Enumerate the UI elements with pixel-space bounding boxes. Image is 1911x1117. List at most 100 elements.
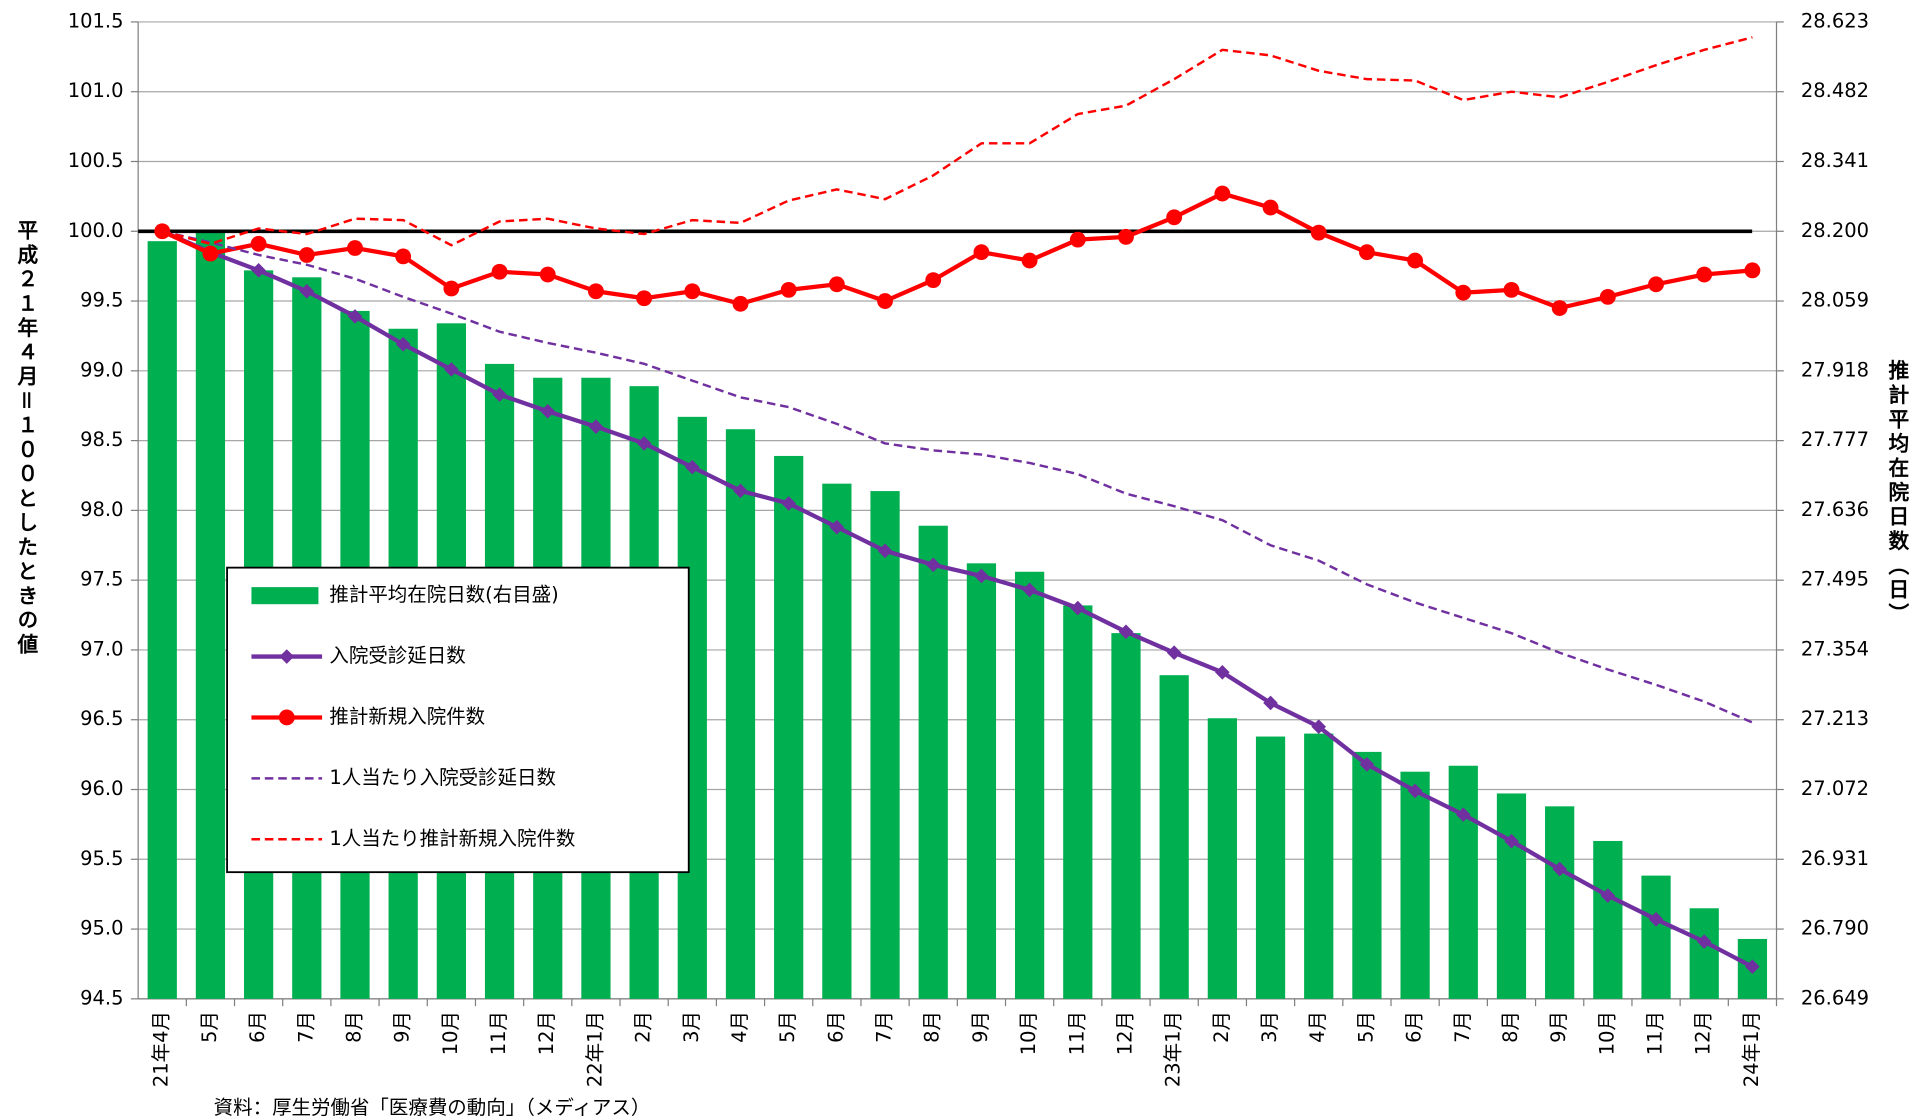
bar — [1159, 675, 1189, 999]
marker — [973, 244, 990, 261]
marker — [1599, 288, 1616, 305]
bar — [1641, 875, 1671, 999]
y-tick-label: 101.5 — [68, 9, 124, 32]
marker — [1407, 783, 1423, 799]
marker — [395, 337, 411, 352]
y-tick-label: 99.5 — [80, 289, 123, 312]
y2-tick-label: 26.790 — [1801, 917, 1869, 940]
line — [161, 230, 1753, 724]
x-tick-label: 6月 — [1403, 1011, 1426, 1043]
x-tick-label: 10月 — [439, 1011, 462, 1055]
marker — [636, 436, 652, 451]
x-tick-label: 2月 — [1210, 1011, 1233, 1043]
marker — [395, 248, 412, 265]
y-tick-label: 99.0 — [80, 358, 123, 381]
marker — [1311, 719, 1327, 735]
bar — [1207, 718, 1237, 999]
y2-tick-label: 28.341 — [1801, 149, 1869, 172]
y2-tick-label: 27.495 — [1801, 568, 1869, 591]
y-tick-label: 101.0 — [68, 79, 124, 102]
marker — [1021, 252, 1038, 269]
y2-tick-label: 28.200 — [1801, 219, 1869, 242]
marker — [1263, 695, 1278, 711]
line — [161, 229, 1754, 969]
legend-label: 推計新規入院件数 — [329, 705, 485, 728]
x-tick-label: 8月 — [1499, 1011, 1522, 1043]
x-tick-label: 10月 — [1017, 1011, 1040, 1055]
y-tick-label: 94.5 — [80, 986, 123, 1009]
y2-tick-label: 27.918 — [1801, 358, 1869, 381]
bar — [1448, 765, 1478, 999]
y-tick-label: 96.0 — [80, 777, 123, 800]
marker — [202, 245, 219, 262]
marker — [1696, 934, 1712, 949]
marker — [684, 283, 701, 300]
x-tick-label: 7月 — [873, 1011, 896, 1043]
bar — [966, 563, 997, 999]
marker — [636, 290, 653, 307]
marker — [780, 281, 797, 298]
marker — [1600, 888, 1616, 903]
y-tick-label: 97.0 — [80, 637, 123, 660]
marker — [1262, 199, 1279, 216]
x-tick-label: 5月 — [198, 1011, 221, 1043]
marker — [588, 283, 604, 300]
legend-marker — [279, 649, 295, 664]
y-tick-label: 97.5 — [80, 568, 123, 591]
marker — [1359, 757, 1375, 772]
marker — [1022, 582, 1037, 598]
x-tick-label: 9月 — [391, 1011, 414, 1043]
marker — [1455, 284, 1472, 301]
y2-tick-label: 26.649 — [1801, 986, 1869, 1009]
marker — [539, 266, 556, 283]
x-tick-label: 11月 — [487, 1011, 510, 1055]
bar — [1014, 571, 1045, 999]
x-tick-label: 3月 — [680, 1011, 703, 1043]
x-tick-label: 8月 — [342, 1011, 365, 1043]
x-tick-label: 7月 — [294, 1011, 317, 1043]
y2-tick-label: 27.636 — [1801, 498, 1869, 521]
bar — [1255, 736, 1286, 999]
x-tick-label: 4月 — [1306, 1011, 1329, 1043]
bar — [1063, 605, 1093, 999]
marker — [1215, 664, 1230, 680]
bar — [822, 483, 852, 999]
bar — [870, 491, 900, 999]
marker — [925, 272, 942, 289]
x-tick-label: 6月 — [246, 1011, 269, 1043]
x-tick-label: 11月 — [1644, 1011, 1667, 1055]
y2-tick-label: 27.354 — [1801, 637, 1869, 660]
marker — [443, 280, 460, 297]
legend-swatch — [251, 587, 319, 605]
line — [161, 191, 1753, 311]
x-tick-label: 24年1月 — [1740, 1011, 1763, 1087]
marker — [1503, 281, 1520, 298]
y-tick-label: 96.5 — [80, 707, 123, 730]
bar — [1352, 751, 1382, 999]
bar — [1593, 840, 1623, 999]
y2-tick-label: 28.059 — [1801, 289, 1869, 312]
y-tick-label: 98.5 — [80, 428, 123, 451]
x-tick-label: 9月 — [1547, 1011, 1570, 1043]
marker — [540, 403, 556, 419]
bar — [1545, 806, 1575, 999]
legend-label: 1人当たり推計新規入院件数 — [329, 827, 575, 850]
y2-axis-label: 推計平均在院日数（日） — [1885, 359, 1909, 628]
marker — [1118, 624, 1134, 640]
marker — [1504, 833, 1519, 849]
y2-tick-label: 26.931 — [1801, 847, 1869, 870]
marker — [1648, 911, 1664, 927]
x-tick-label: 10月 — [1595, 1011, 1618, 1055]
marker — [877, 293, 893, 309]
marker — [1118, 228, 1134, 245]
marker — [1166, 209, 1183, 226]
marker — [732, 295, 749, 312]
x-tick-label: 12月 — [535, 1011, 558, 1055]
marker — [1551, 300, 1568, 316]
y-tick-label: 100.0 — [68, 219, 124, 242]
marker — [1552, 861, 1567, 877]
marker — [1214, 185, 1231, 202]
x-tick-label: 7月 — [1451, 1011, 1474, 1043]
marker — [1745, 959, 1760, 975]
